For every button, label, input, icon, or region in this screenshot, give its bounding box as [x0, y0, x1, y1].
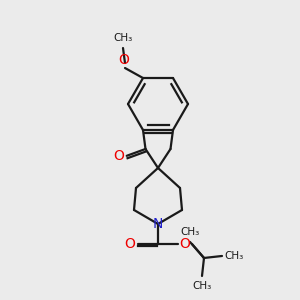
Text: O: O: [124, 237, 135, 251]
Text: CH₃: CH₃: [180, 227, 200, 237]
Text: CH₃: CH₃: [192, 281, 212, 291]
Text: CH₃: CH₃: [113, 33, 133, 43]
Text: CH₃: CH₃: [224, 251, 244, 261]
Text: N: N: [153, 217, 163, 231]
Text: O: O: [180, 237, 190, 251]
Text: O: O: [113, 149, 124, 163]
Text: O: O: [118, 53, 129, 67]
